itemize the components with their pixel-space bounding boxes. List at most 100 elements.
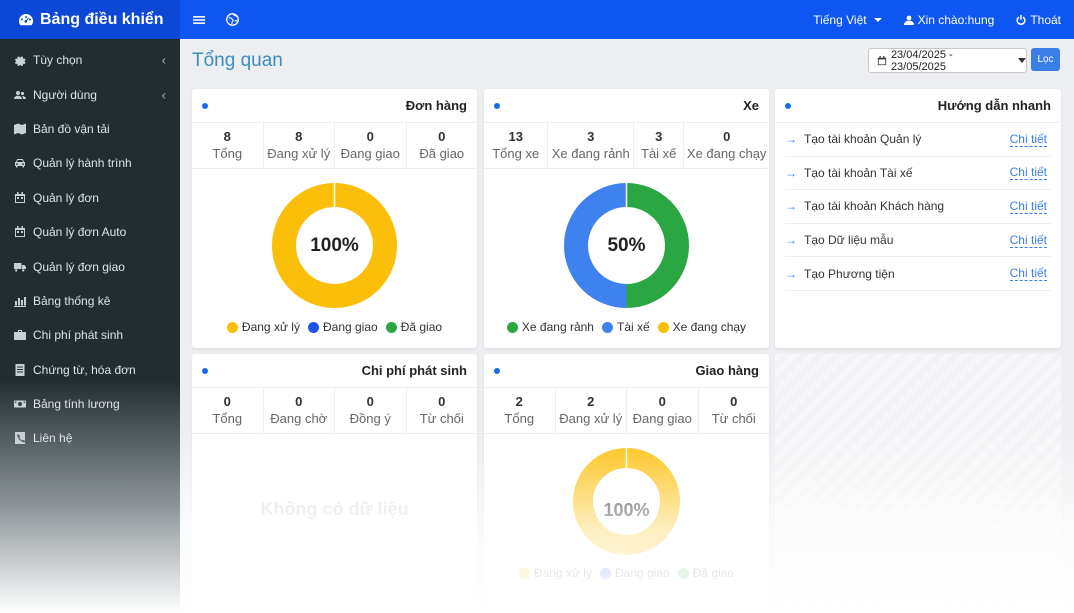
stat-running-vehicles: 0 Xe đang chạy (684, 123, 769, 168)
stat-value: 0 (438, 394, 446, 409)
details-link[interactable]: Chi tiết (1009, 131, 1047, 147)
sidebar: Bảng điều khiển Tùy chọn ‹ Người dùng ‹ … (0, 0, 180, 613)
card-header: Xe (484, 89, 769, 123)
stat-label: Đang chờ (270, 411, 328, 426)
sidebar-item-trips[interactable]: Quản lý hành trình (0, 146, 180, 180)
details-link[interactable]: Chi tiết (1009, 266, 1047, 282)
power-icon (1016, 14, 1026, 25)
legend-swatch (601, 321, 613, 333)
sidebar-item-users[interactable]: Người dùng ‹ (0, 77, 180, 111)
language-dropdown[interactable]: Tiếng Việt (813, 12, 882, 27)
stat-label: Tài xế (641, 146, 677, 161)
sidebar-item-contact[interactable]: Liên hệ (0, 421, 180, 455)
guide-item-label: Tạo tài khoản Quản lý (804, 132, 922, 147)
card-title: Giao hàng (695, 363, 759, 378)
stat-value: 3 (587, 129, 595, 144)
stat-value: 0 (366, 129, 374, 144)
stat-label: Đang xử lý (267, 146, 331, 161)
stat-value: 0 (295, 394, 303, 409)
stat-label: Đồng ý (349, 411, 391, 426)
logout-button[interactable]: Thoát (1016, 13, 1061, 27)
legend-swatch (226, 321, 238, 333)
card-header: Chi phí phát sinh (192, 354, 477, 388)
stat-label: Đang xử lý (559, 411, 623, 426)
bullet-icon (785, 102, 791, 109)
chart-legend: Xe đang rảnh Tài xế Xe đang chạy (484, 320, 769, 334)
filter-button[interactable]: Lọc (1031, 48, 1060, 71)
calendar-icon (14, 191, 26, 204)
sidebar-item-label: Quản lý đơn (33, 190, 99, 205)
sidebar-item-statistics[interactable]: Bảng thống kê (0, 284, 180, 318)
legend-label: Đang xử lý (533, 566, 592, 580)
chevron-left-icon: ‹ (161, 87, 166, 103)
sidebar-item-extra-costs[interactable]: Chi phí phát sinh (0, 318, 180, 352)
stat-delivering: 0 Đang giao (335, 123, 407, 168)
sidebar-item-options[interactable]: Tùy chọn ‹ (0, 43, 180, 77)
stat-label: Xe đang rảnh (551, 146, 630, 161)
briefcase-icon (14, 329, 26, 341)
vehicles-donut-chart[interactable] (564, 183, 689, 308)
sidebar-item-orders-auto[interactable]: Quản lý đơn Auto (0, 215, 180, 249)
donut-slice-2[interactable] (564, 183, 628, 308)
stat-approved: 0 Đồng ý (335, 388, 407, 433)
legend-item[interactable]: Đã giao (677, 566, 734, 580)
arrow-right-icon: → (785, 165, 797, 180)
details-link[interactable]: Chi tiết (1009, 232, 1047, 248)
guide-item: → Tạo Dữ liệu mẫu Chi tiết (785, 224, 1051, 258)
legend-swatch (599, 567, 611, 579)
user-menu[interactable]: Xin chào:hung (903, 13, 994, 27)
card-title: Chi phí phát sinh (361, 363, 467, 378)
sidebar-item-delivery-orders[interactable]: Quản lý đơn giao (0, 249, 180, 283)
hamburger-icon[interactable] (191, 12, 207, 28)
stat-idle-vehicles: 3 Xe đang rảnh (548, 123, 635, 168)
legend-item[interactable]: Đang giao (307, 320, 378, 334)
legend-label: Xe đang chạy (672, 320, 747, 334)
legend-swatch (385, 321, 397, 333)
sidebar-item-payroll[interactable]: Bảng tính lương (0, 387, 180, 421)
sidebar-item-documents[interactable]: Chứng từ, hóa đơn (0, 353, 180, 387)
caret-down-icon (873, 17, 882, 22)
stat-total-vehicles: 13 Tổng xe (484, 123, 549, 168)
stat-pending: 0 Đang chờ (264, 388, 335, 433)
legend-item[interactable]: Tài xế (601, 320, 650, 334)
legend-swatch (657, 321, 669, 333)
guide-item-label: Tạo Phương tiện (804, 266, 895, 281)
date-range-picker[interactable]: 23/04/2025 - 23/05/2025 (868, 48, 1027, 73)
stat-value: 8 (223, 129, 231, 144)
loading-placeholder (775, 354, 1061, 613)
details-link[interactable]: Chi tiết (1009, 165, 1047, 181)
legend-item[interactable]: Đã giao (385, 320, 442, 334)
legend-item[interactable]: Đang xử lý (518, 566, 592, 580)
legend-item[interactable]: Xe đang chạy (657, 320, 747, 334)
sidebar-item-label: Quản lý đơn giao (33, 259, 125, 274)
stat-value: 0 (223, 394, 231, 409)
delivery-card: Giao hàng 2 Tổng 2 Đang xử lý 0 Đang giao 0… (484, 354, 769, 613)
stat-processing: 2 Đang xử lý (556, 388, 627, 433)
stat-value: 0 (730, 394, 738, 409)
sidebar-item-transport-map[interactable]: Bản đồ vận tải (0, 112, 180, 146)
legend-item[interactable]: Đang giao (599, 566, 670, 580)
language-label: Tiếng Việt (813, 12, 867, 27)
bullet-icon (202, 367, 208, 374)
sidebar-item-label: Bảng tính lương (33, 397, 120, 412)
card-title: Xe (743, 98, 759, 113)
card-title: Đơn hàng (405, 98, 467, 113)
donut-center-label: 100% (310, 235, 359, 256)
legend-label: Xe đang rảnh (521, 320, 594, 334)
stat-value: 2 (587, 394, 595, 409)
sidebar-item-orders[interactable]: Quản lý đơn (0, 181, 180, 215)
legend-item[interactable]: Xe đang rảnh (506, 320, 594, 334)
stats-row: 13 Tổng xe 3 Xe đang rảnh 3 Tài xế 0 Xe đang… (484, 123, 769, 169)
quick-guide-card: Hướng dẫn nhanh → Tạo tài khoản Quản lý Ch… (775, 89, 1061, 348)
stat-delivering: 0 Đang giao (627, 388, 699, 433)
orders-donut-chart[interactable] (272, 183, 397, 308)
car-icon (14, 157, 26, 169)
stat-label: Đang giao (340, 146, 400, 161)
globe-icon[interactable] (224, 12, 240, 28)
stat-value: 0 (438, 129, 446, 144)
details-link[interactable]: Chi tiết (1009, 198, 1047, 214)
donut-slice-1[interactable] (625, 183, 689, 308)
brand[interactable]: Bảng điều khiển (0, 0, 180, 39)
legend-label: Đang xử lý (241, 320, 300, 334)
legend-item[interactable]: Đang xử lý (226, 320, 300, 334)
